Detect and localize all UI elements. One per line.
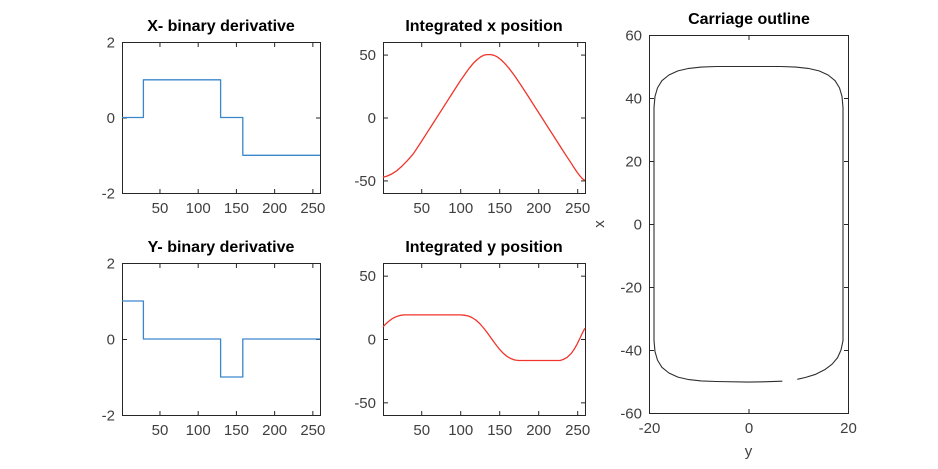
svg-text:200: 200 bbox=[526, 200, 551, 217]
y-derivative-plot: 50 100 150 200 250 -2 0 2 bbox=[102, 256, 326, 440]
svg-text:40: 40 bbox=[625, 91, 642, 108]
x-derivative-plot: 50 100 150 200 250 -2 0 2 bbox=[102, 35, 326, 218]
svg-text:50: 50 bbox=[413, 422, 430, 439]
svg-text:150: 150 bbox=[224, 422, 249, 439]
svg-text:-2: -2 bbox=[102, 186, 115, 203]
svg-text:-2: -2 bbox=[102, 408, 115, 425]
svg-text:250: 250 bbox=[565, 422, 590, 439]
integrated-x-title: Integrated x position bbox=[405, 18, 563, 35]
y-derivative-title: Y- binary derivative bbox=[147, 239, 295, 256]
svg-text:20: 20 bbox=[840, 420, 857, 437]
svg-text:0: 0 bbox=[368, 332, 376, 349]
svg-text:250: 250 bbox=[300, 200, 325, 217]
svg-text:y: y bbox=[745, 443, 753, 460]
carriage-outline-title: Carriage outline bbox=[688, 11, 810, 28]
svg-text:50: 50 bbox=[359, 268, 376, 285]
svg-text:-50: -50 bbox=[354, 173, 376, 190]
svg-text:200: 200 bbox=[526, 422, 551, 439]
svg-text:200: 200 bbox=[262, 422, 287, 439]
svg-text:-20: -20 bbox=[620, 280, 642, 297]
svg-text:150: 150 bbox=[224, 200, 249, 217]
svg-text:20: 20 bbox=[625, 154, 642, 171]
svg-text:0: 0 bbox=[107, 332, 115, 349]
x-derivative-title: X- binary derivative bbox=[147, 18, 295, 35]
integrated-x-plot: 50 100 150 200 250 -50 0 50 bbox=[354, 42, 590, 217]
svg-text:100: 100 bbox=[448, 422, 473, 439]
svg-text:60: 60 bbox=[625, 28, 642, 45]
svg-text:-60: -60 bbox=[620, 406, 642, 423]
svg-text:100: 100 bbox=[448, 200, 473, 217]
svg-text:x: x bbox=[591, 220, 608, 228]
svg-text:50: 50 bbox=[152, 200, 169, 217]
svg-text:100: 100 bbox=[186, 200, 211, 217]
svg-text:50: 50 bbox=[413, 200, 430, 217]
svg-text:2: 2 bbox=[107, 256, 115, 273]
integrated-y-plot: 50 100 150 200 250 -50 0 50 bbox=[354, 263, 590, 439]
svg-text:0: 0 bbox=[368, 110, 376, 127]
svg-text:150: 150 bbox=[487, 200, 512, 217]
svg-text:0: 0 bbox=[634, 217, 642, 234]
svg-text:100: 100 bbox=[186, 422, 211, 439]
carriage-outline-plot: -20 0 20 -60 -40 -20 0 20 40 60 y x bbox=[591, 28, 857, 461]
svg-text:0: 0 bbox=[745, 420, 753, 437]
integrated-y-title: Integrated y position bbox=[405, 239, 563, 256]
svg-text:50: 50 bbox=[152, 422, 169, 439]
svg-text:-50: -50 bbox=[354, 395, 376, 412]
svg-text:200: 200 bbox=[262, 200, 287, 217]
svg-text:0: 0 bbox=[107, 110, 115, 127]
svg-text:-20: -20 bbox=[639, 420, 661, 437]
svg-text:250: 250 bbox=[565, 200, 590, 217]
svg-text:2: 2 bbox=[107, 35, 115, 52]
svg-text:-40: -40 bbox=[620, 343, 642, 360]
svg-text:250: 250 bbox=[300, 422, 325, 439]
svg-text:50: 50 bbox=[359, 47, 376, 64]
svg-text:150: 150 bbox=[487, 422, 512, 439]
